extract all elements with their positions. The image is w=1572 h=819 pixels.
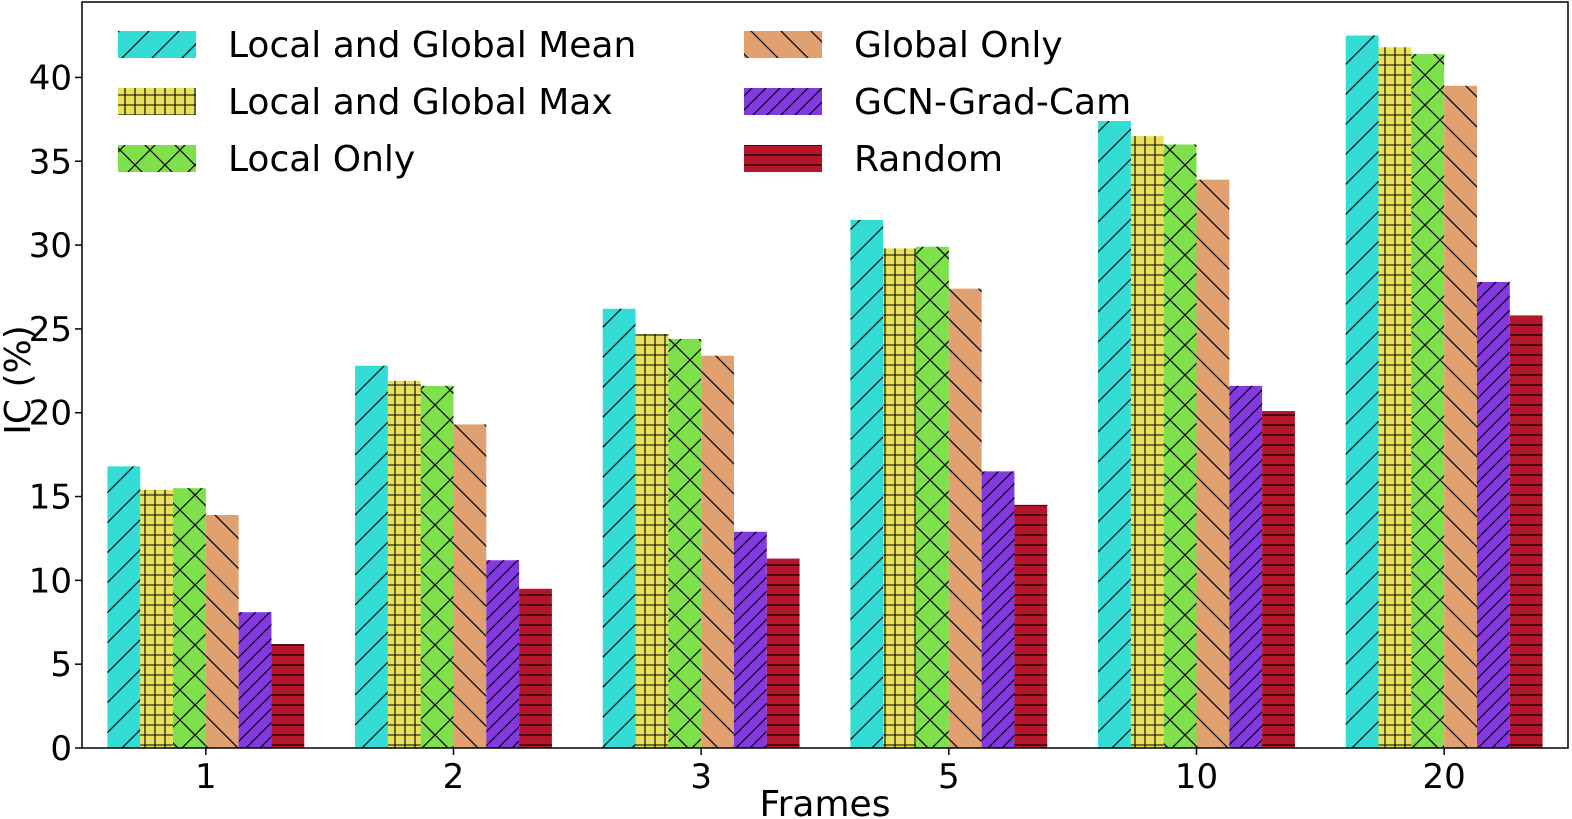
bar-hatch-gcn-grad-cam-5 <box>981 471 1015 748</box>
bar-hatch-global-only-5 <box>948 288 982 748</box>
bar-hatch-local-only-2 <box>420 385 454 748</box>
x-axis: 1 2 3 5 10 20 <box>195 748 1466 797</box>
x-tick-label: 20 <box>1423 757 1466 797</box>
y-axis: 0 5 10 15 20 25 30 35 40 <box>29 58 82 769</box>
legend-swatch-hatch-global-only <box>744 31 822 58</box>
bar-hatch-random-20 <box>1509 315 1543 748</box>
x-tick-label: 5 <box>938 757 960 797</box>
bar-hatch-local-only-3 <box>668 338 702 748</box>
bar-hatch-local-and-global-mean-3 <box>602 308 636 748</box>
bar-hatch-local-and-global-max-1 <box>140 489 174 748</box>
legend-label-local-and-global-max: Local and Global Max <box>228 82 613 123</box>
bar-hatch-local-and-global-mean-2 <box>355 365 388 748</box>
y-tick-label: 15 <box>29 478 72 518</box>
bar-hatch-local-only-20 <box>1411 53 1445 748</box>
x-tick-label: 1 <box>195 757 217 797</box>
bar-hatch-gcn-grad-cam-3 <box>733 531 767 748</box>
bar-hatch-random-1 <box>271 644 305 748</box>
bar-hatch-random-5 <box>1014 504 1048 748</box>
legend-label-local-only: Local Only <box>228 139 415 180</box>
bar-hatch-local-and-global-mean-1 <box>107 466 141 748</box>
bar-hatch-local-only-1 <box>173 488 206 748</box>
y-tick-label: 5 <box>50 645 72 685</box>
x-tick-label: 10 <box>1175 757 1218 797</box>
bar-hatch-global-only-3 <box>701 355 734 748</box>
bar-hatch-local-and-global-mean-10 <box>1098 121 1131 748</box>
bar-hatch-gcn-grad-cam-1 <box>238 612 272 748</box>
bar-hatch-global-only-1 <box>205 514 239 748</box>
legend-label-global-only: Global Only <box>854 25 1063 66</box>
legend-label-random: Random <box>854 139 1003 180</box>
y-tick-label: 10 <box>29 561 72 601</box>
y-tick-label: 30 <box>29 226 72 266</box>
bar-hatch-local-and-global-max-5 <box>883 248 917 748</box>
bar-hatch-random-2 <box>519 588 552 748</box>
bar-hatch-local-and-global-mean-5 <box>850 219 884 748</box>
plot-frame <box>81 1 1569 749</box>
y-tick-label: 35 <box>29 142 72 182</box>
y-axis-label: IC (%) <box>0 325 39 435</box>
x-tick-label: 2 <box>443 757 465 797</box>
bar-hatch-gcn-grad-cam-2 <box>486 560 520 748</box>
bar-hatch-local-and-global-max-3 <box>635 333 669 748</box>
legend-swatch-hatch-local-and-global-mean <box>118 31 196 58</box>
bar-hatch-global-only-2 <box>453 424 487 748</box>
legend-swatch-hatch-gcn-grad-cam <box>744 88 822 115</box>
legend-swatch-hatch-local-only <box>118 145 196 172</box>
bar-hatch-random-3 <box>766 558 800 748</box>
y-tick-label: 40 <box>29 58 72 98</box>
bars-group <box>107 35 1543 749</box>
legend: Local and Global Mean Local and Global Ma… <box>118 25 1131 180</box>
legend-label-local-and-global-mean: Local and Global Mean <box>228 25 636 66</box>
legend-swatch-hatch-local-and-global-max <box>118 88 196 115</box>
bar-hatch-local-and-global-max-2 <box>387 380 421 748</box>
bar-hatch-local-only-5 <box>916 246 949 748</box>
bar-hatch-global-only-10 <box>1196 179 1230 749</box>
legend-label-gcn-grad-cam: GCN-Grad-Cam <box>854 82 1131 123</box>
bar-hatch-local-and-global-max-20 <box>1378 47 1412 748</box>
y-tick-label: 20 <box>29 394 72 434</box>
legend-swatch-hatch-random <box>744 145 822 172</box>
x-tick-label: 3 <box>690 757 712 797</box>
bar-hatch-local-only-10 <box>1163 144 1197 748</box>
y-tick-label: 0 <box>50 729 72 769</box>
y-tick-label: 25 <box>29 310 72 350</box>
x-axis-label: Frames <box>760 784 891 819</box>
bar-hatch-local-and-global-mean-20 <box>1345 35 1379 749</box>
bar-hatch-random-10 <box>1262 411 1295 748</box>
bar-hatch-gcn-grad-cam-10 <box>1229 385 1263 748</box>
bar-hatch-gcn-grad-cam-20 <box>1476 281 1510 748</box>
bar-hatch-local-and-global-max-10 <box>1130 136 1164 748</box>
bar-hatch-global-only-20 <box>1444 85 1477 749</box>
